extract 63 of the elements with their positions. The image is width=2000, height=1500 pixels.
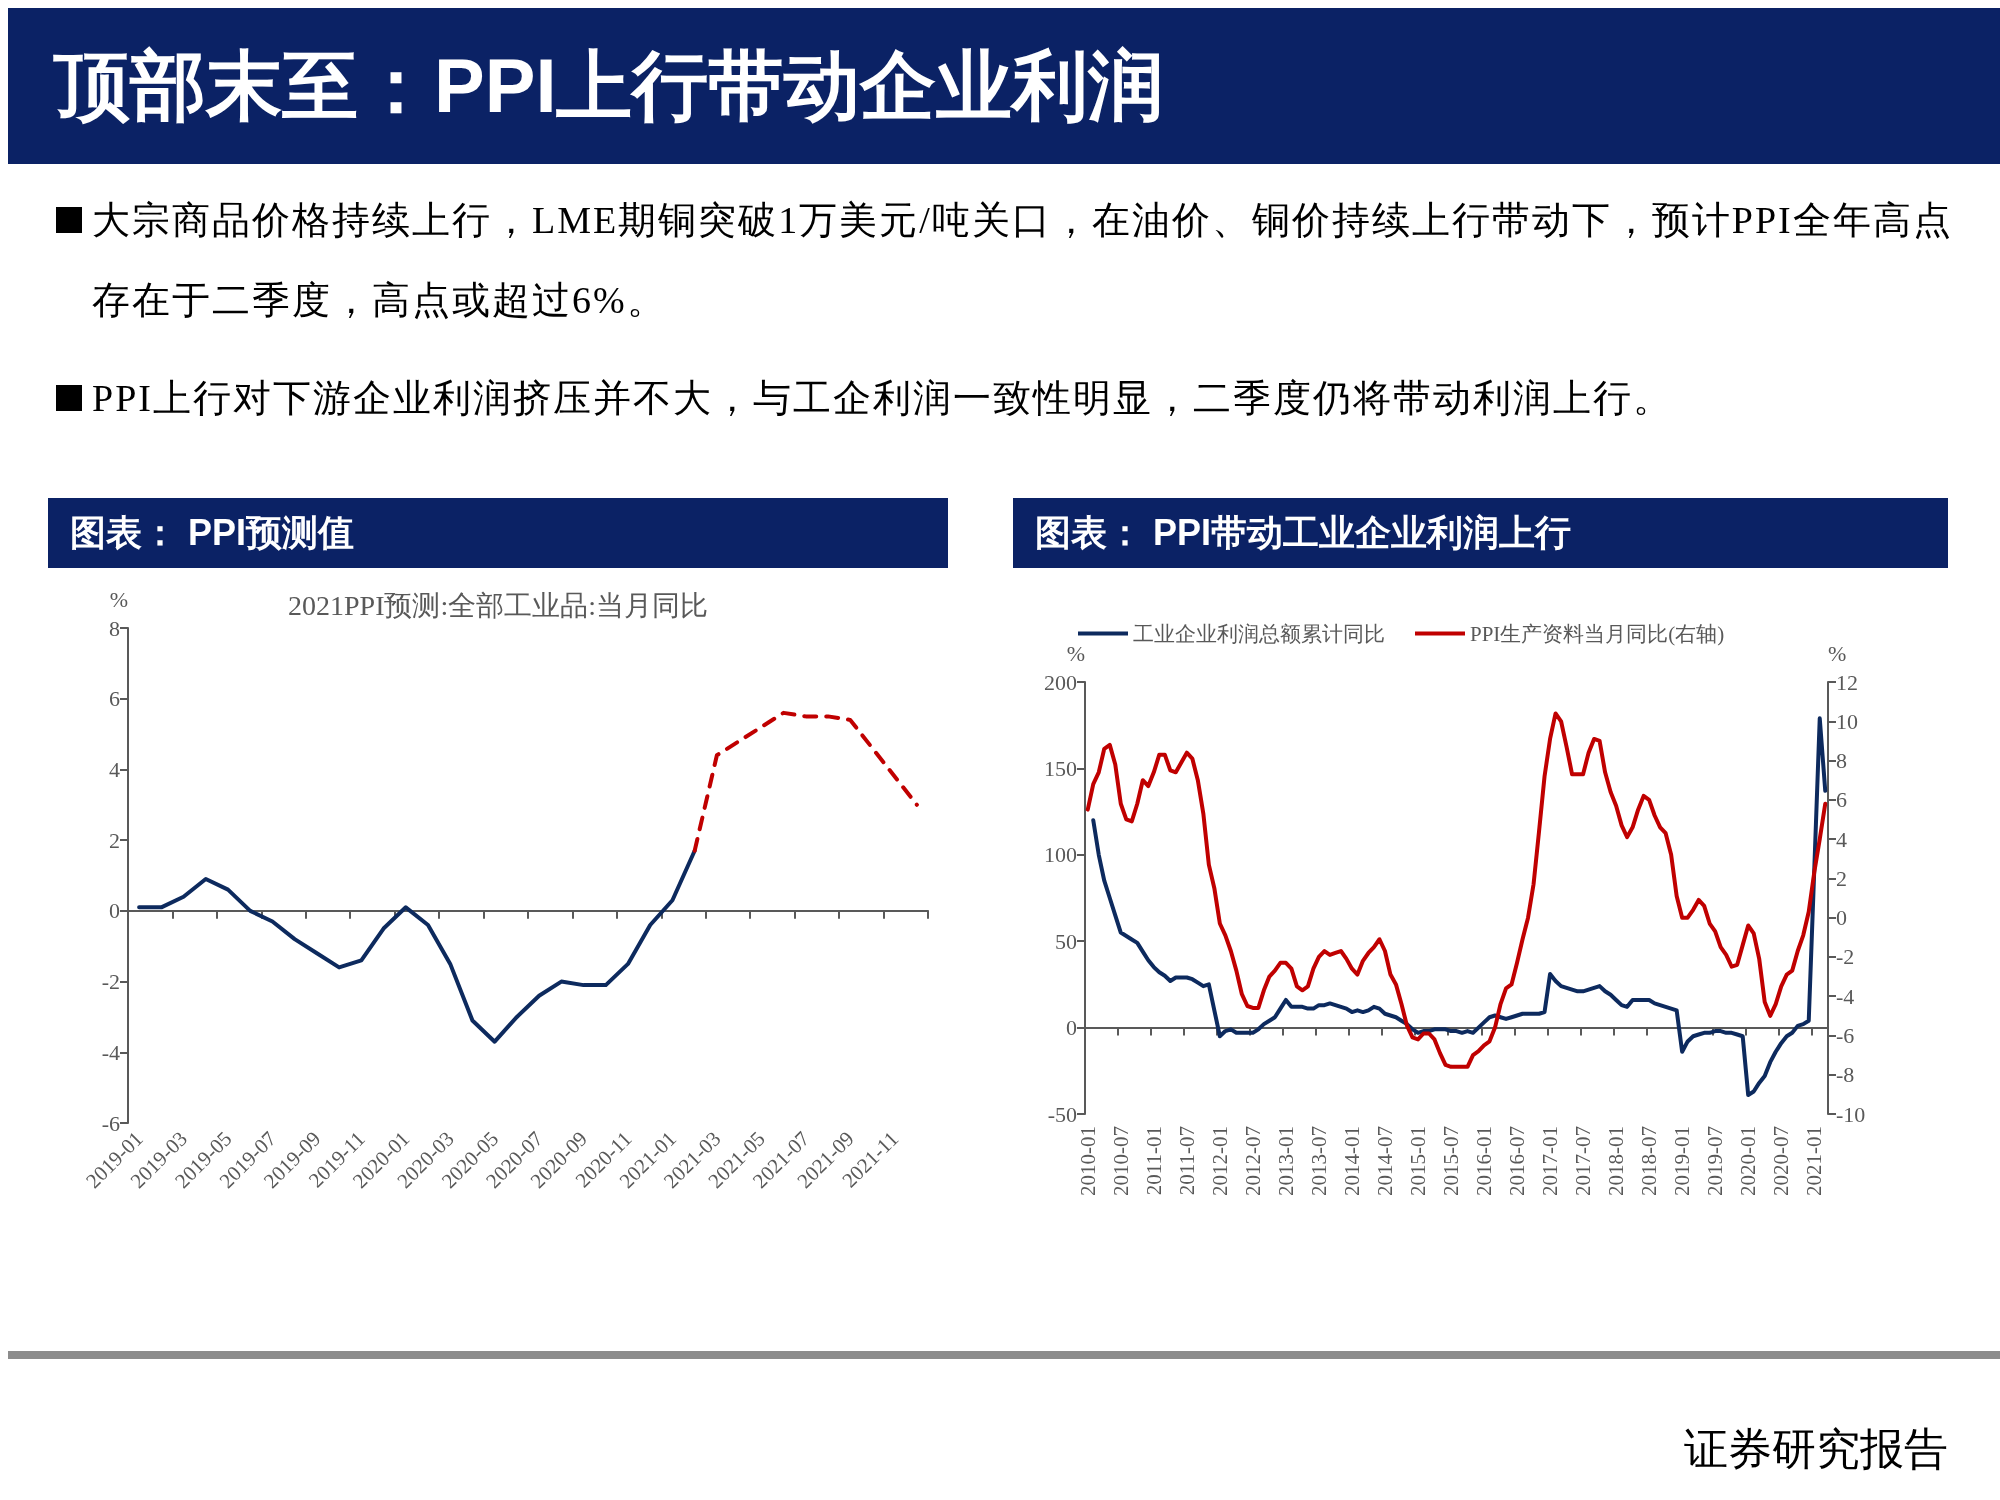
x-tick-label: 2019-01 bbox=[1670, 1126, 1695, 1196]
y-tick-label: 150 bbox=[1044, 755, 1077, 781]
x-tick-label: 2017-07 bbox=[1571, 1126, 1596, 1196]
y2-tick-label: -2 bbox=[1836, 944, 1855, 970]
x-tick-label: 2012-07 bbox=[1240, 1126, 1265, 1196]
y-axis-title: % bbox=[1066, 640, 1085, 666]
y-tick-label: -2 bbox=[101, 969, 120, 995]
y2-tick-label: 4 bbox=[1836, 826, 1847, 852]
y-tick-label: 0 bbox=[1066, 1015, 1077, 1041]
text: 大宗商品价格持续上行，LME期铜突破1万美元/吨关口，在油价、铜价持续上行带动下，预计PPI全年高点存在于二季度，高点或超过6%。 bbox=[92, 198, 1954, 323]
y2-axis-title: % bbox=[1828, 640, 1847, 666]
x-tick-label: 2020-01 bbox=[1736, 1126, 1761, 1196]
y-tick-label: -6 bbox=[101, 1110, 120, 1136]
x-tick-label: 2014-01 bbox=[1339, 1126, 1364, 1196]
y-tick-label: 0 bbox=[109, 898, 120, 924]
y2-tick-label: 12 bbox=[1836, 669, 1858, 695]
y2-tick-label: 6 bbox=[1836, 787, 1847, 813]
y-tick-label: -4 bbox=[101, 1039, 120, 1065]
x-tick-label: 2014-07 bbox=[1372, 1126, 1397, 1196]
x-tick-label: 2016-07 bbox=[1505, 1126, 1530, 1196]
chart-subtitle: 2021PPI预测:全部工业品:当月同比 bbox=[287, 589, 709, 621]
y-tick-label: 4 bbox=[109, 756, 120, 782]
x-tick-label: 2015-01 bbox=[1405, 1126, 1430, 1196]
x-tick-label: 2018-07 bbox=[1637, 1126, 1662, 1196]
x-tick-label: 2019-07 bbox=[1703, 1126, 1728, 1196]
y-tick-label: 100 bbox=[1044, 842, 1077, 868]
text: 证券研究报告 bbox=[1684, 1424, 1948, 1476]
y2-tick-label: -8 bbox=[1836, 1062, 1855, 1088]
x-tick-label: 2010-07 bbox=[1108, 1126, 1133, 1196]
x-tick-label: 2018-01 bbox=[1604, 1126, 1629, 1196]
x-tick-label: 2011-01 bbox=[1141, 1126, 1166, 1196]
y2-tick-label: -4 bbox=[1836, 983, 1855, 1009]
x-tick-label: 2020-07 bbox=[1769, 1126, 1794, 1196]
line-series bbox=[137, 848, 697, 1044]
legend-label: PPI生产资料当月同比(右轴) bbox=[1470, 621, 1725, 646]
y-tick-label: 50 bbox=[1055, 928, 1077, 954]
y2-tick-label: 2 bbox=[1836, 865, 1847, 891]
y-tick-label: 200 bbox=[1044, 669, 1077, 695]
x-tick-label: 2016-01 bbox=[1472, 1126, 1497, 1196]
text: PPI上行对下游企业利润挤压并不大，与工企利润一致性明显，二季度仍将带动利润上行。 bbox=[92, 376, 1674, 421]
y2-tick-label: 0 bbox=[1836, 905, 1847, 931]
x-tick-label: 2013-07 bbox=[1306, 1126, 1331, 1196]
chart-title: 图表： PPI预测值 bbox=[48, 498, 948, 568]
chart-title: 图表： PPI带动工业企业利润上行 bbox=[1013, 498, 1948, 568]
x-tick-label: 2010-01 bbox=[1075, 1126, 1100, 1196]
y-tick-label: -50 bbox=[1047, 1101, 1077, 1127]
x-tick-label: 2012-01 bbox=[1207, 1126, 1232, 1196]
y-tick-label: 6 bbox=[109, 686, 120, 712]
y2-tick-label: -10 bbox=[1836, 1101, 1866, 1127]
y-tick-label: 8 bbox=[109, 615, 120, 641]
y-tick-label: 2 bbox=[109, 827, 120, 853]
legend-label: 工业企业利润总额累计同比 bbox=[1133, 621, 1385, 646]
x-tick-label: 2021-01 bbox=[1802, 1126, 1827, 1196]
x-tick-label: 2013-01 bbox=[1273, 1126, 1298, 1196]
y2-tick-label: -6 bbox=[1836, 1022, 1855, 1048]
y-axis-title: % bbox=[109, 586, 128, 612]
y2-tick-label: 10 bbox=[1836, 708, 1858, 734]
y2-tick-label: 8 bbox=[1836, 748, 1847, 774]
x-tick-label: 2015-07 bbox=[1439, 1126, 1463, 1196]
text: 顶部末至：PPI上行带动企业利润 bbox=[8, 8, 2000, 164]
x-tick-label: 2017-01 bbox=[1538, 1126, 1563, 1196]
line-series bbox=[692, 710, 919, 853]
x-tick-label: 2011-07 bbox=[1174, 1126, 1199, 1196]
